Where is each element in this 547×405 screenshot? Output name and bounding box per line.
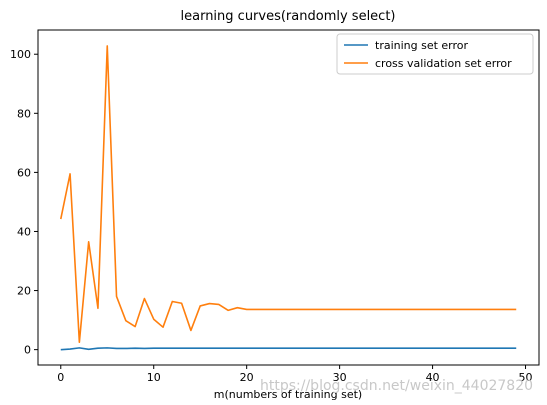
x-tick-label: 30: [333, 371, 347, 384]
x-axis: 0 10 20 30 40 50: [57, 365, 533, 384]
y-tick-label: 0: [24, 344, 31, 357]
x-tick-label: 0: [57, 371, 64, 384]
axes-frame: [37, 29, 540, 366]
y-tick-label: 100: [10, 48, 31, 61]
y-tick-label: 60: [17, 166, 31, 179]
x-tick-label: 50: [519, 371, 533, 384]
x-tick-label: 20: [240, 371, 254, 384]
legend: training set error cross validation set e…: [336, 33, 534, 75]
legend-label: cross validation set error: [375, 57, 512, 70]
series-line-training-error: [60, 347, 517, 351]
x-axis-label: m(numbers of training set): [214, 388, 362, 401]
y-tick-label: 80: [17, 107, 31, 120]
y-tick-label: 20: [17, 285, 31, 298]
chart-title: learning curves(randomly select): [181, 9, 396, 24]
y-axis: 0 20 40 60 80 100: [10, 48, 38, 357]
watermark: https://blog.csdn.net/weixin_44027820: [260, 378, 533, 394]
series-layer: [59, 45, 517, 351]
x-tick-label: 40: [426, 371, 440, 384]
y-tick-label: 40: [17, 225, 31, 238]
plot-area: [59, 45, 517, 351]
x-tick-label: 10: [147, 371, 161, 384]
series-line-cv-error: [59, 45, 517, 344]
legend-box: [336, 33, 534, 75]
legend-label: training set error: [375, 39, 469, 52]
